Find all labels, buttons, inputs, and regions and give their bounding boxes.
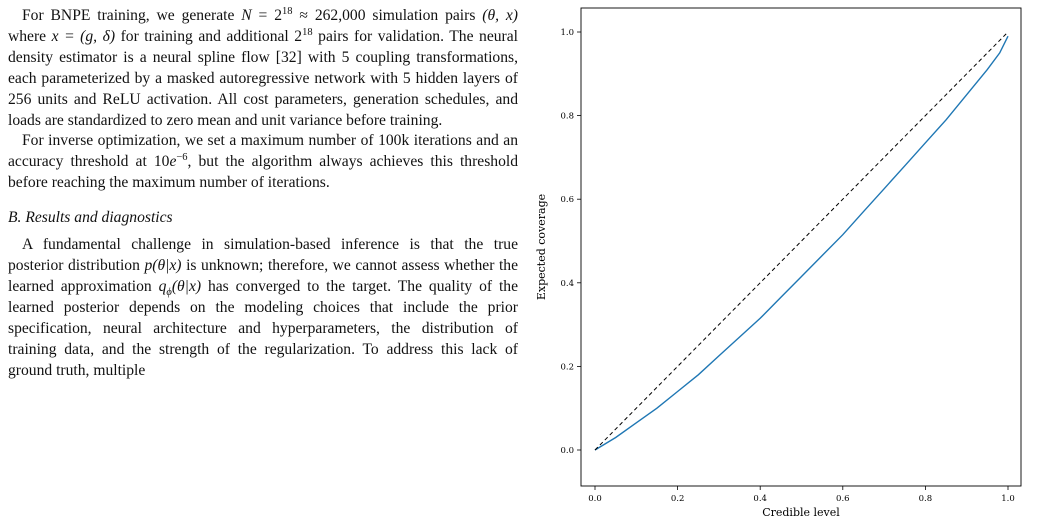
- math-posterior: p(θ|x): [144, 256, 182, 274]
- x-tick-label: 1.0: [1001, 494, 1015, 504]
- x-tick-label: 0.4: [753, 494, 767, 504]
- y-tick-label: 0.0: [560, 446, 574, 456]
- x-tick-label: 0.6: [836, 494, 850, 504]
- coverage-plot: 0.0 0.2 0.4 0.6 0.8 1.0 0.0 0.2 0.4 0.6 0.8 1.0 Cr…: [535, 7, 1022, 519]
- math-x-def: x = (g, δ): [51, 27, 116, 45]
- x-tick-label: 0.8: [919, 494, 933, 504]
- x-tick-label: 0.0: [588, 494, 602, 504]
- y-tick-label: 0.4: [560, 279, 574, 289]
- math-N: N: [241, 7, 252, 24]
- math-theta-x: (θ, x): [482, 7, 519, 24]
- section-heading: B. Results and diagnostics: [8, 209, 173, 227]
- y-tick-label: 0.8: [560, 112, 574, 122]
- reference-diagonal-line: [594, 31, 1009, 451]
- paragraph-inverse-optimization: For inverse optimization, we set a maxim…: [8, 132, 518, 192]
- x-axis-label: Credible level: [762, 506, 840, 519]
- plot-frame: [580, 7, 1022, 487]
- y-tick-label: 0.6: [560, 195, 574, 205]
- coverage-curve: [594, 35, 1009, 451]
- y-tick-label: 0.2: [560, 362, 574, 372]
- x-tick-label: 0.2: [671, 494, 685, 504]
- y-axis-label: Expected coverage: [535, 194, 548, 300]
- paragraph-bnpe-training: For BNPE training, we generate N = 218 ≈…: [8, 5, 519, 129]
- paragraph-challenge: A fundamental challenge in simulation-ba…: [8, 236, 518, 379]
- math-q: q: [158, 277, 167, 295]
- y-tick-label: 1.0: [560, 28, 574, 38]
- paper-text-column: For BNPE training, we generate N = 218 ≈…: [8, 6, 518, 381]
